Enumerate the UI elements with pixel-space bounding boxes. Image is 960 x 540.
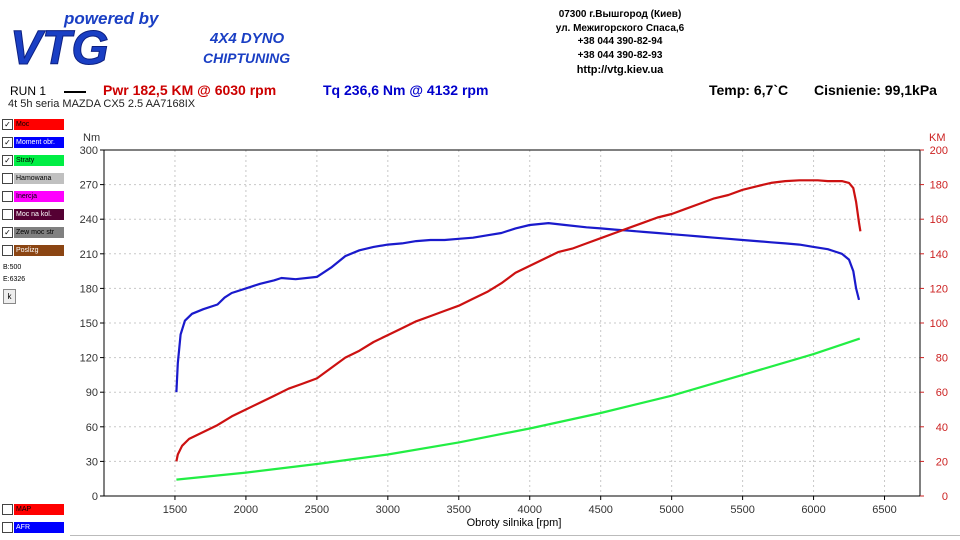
- logo-brand: VTG: [10, 22, 109, 75]
- y-axis-left: 0 30 60 90 120 150 180 210 240 270 300: [80, 145, 104, 503]
- logo-sub1: 4X4 DYNO: [209, 30, 285, 47]
- y-left-tick-label: 240: [80, 214, 98, 226]
- legend-item-afr[interactable]: AFR: [2, 522, 64, 534]
- x-tick-label: 2000: [234, 504, 258, 516]
- y-right-tick-label: 200: [930, 145, 948, 157]
- y-left-tick-label: 270: [80, 180, 98, 192]
- y-axis-right: 0 20 40 60 80 100 120 140 160 180 200: [920, 145, 948, 503]
- legend-checkbox[interactable]: [2, 209, 13, 220]
- y-right-tick-label: 160: [930, 214, 948, 226]
- contact-block: 07300 г.Вышгород (Киев) ул. Межигорского…: [500, 8, 740, 78]
- series-straty: [176, 337, 861, 481]
- legend-label: AFR: [14, 522, 64, 533]
- contact-url[interactable]: http://vtg.kiev.ua: [576, 64, 664, 76]
- x-tick-label: 3000: [376, 504, 400, 516]
- legend-item-straty[interactable]: ✓ Straty: [2, 155, 64, 167]
- y-right-tick-label: 80: [936, 353, 948, 365]
- legend-item-hamowana[interactable]: Hamowana: [2, 173, 64, 185]
- temperature-readout: Temp: 6,7`C: [709, 82, 789, 98]
- y-left-tick-label: 90: [86, 387, 98, 399]
- chart-grid: [104, 149, 920, 497]
- series-moment-obr: [175, 222, 861, 393]
- y-right-tick-label: 100: [930, 318, 948, 330]
- legend-item-poslizg[interactable]: Poslizg: [2, 245, 64, 257]
- legend-checkbox[interactable]: [2, 245, 13, 256]
- y-axis-left-unit: Nm: [83, 132, 100, 144]
- y-right-tick-label: 180: [930, 180, 948, 192]
- y-axis-right-unit: KM: [929, 132, 946, 144]
- legend-item-moment[interactable]: ✓ Moment obr.: [2, 137, 64, 149]
- legend-label: Hamowana: [14, 173, 64, 184]
- pressure-readout: Cisnienie: 99,1kPa: [814, 82, 937, 98]
- legend-item-zew-moc[interactable]: ✓ Zew moc str: [2, 227, 64, 239]
- legend-label: MAP: [14, 504, 64, 515]
- legend-label: Poslizg: [14, 245, 64, 256]
- run-label: RUN 1: [10, 84, 47, 98]
- x-tick-label: 1500: [163, 504, 187, 516]
- x-tick-label: 6000: [801, 504, 825, 516]
- x-tick-label: 2500: [305, 504, 329, 516]
- vtg-logo: powered by VTG 4X4 DYNO CHIPTUNING: [0, 0, 320, 80]
- y-right-tick-label: 40: [936, 422, 948, 434]
- y-left-tick-label: 120: [80, 353, 98, 365]
- y-left-tick-label: 150: [80, 318, 98, 330]
- legend-checkbox[interactable]: [2, 173, 13, 184]
- y-left-tick-label: 0: [92, 491, 98, 503]
- legend-label: Moc: [14, 119, 64, 130]
- contact-line: +38 044 390-82-94: [577, 36, 663, 47]
- run-line-sample: [64, 91, 86, 93]
- x-tick-label: 3500: [447, 504, 471, 516]
- legend-checkbox[interactable]: ✓: [2, 227, 13, 238]
- legend-checkbox[interactable]: ✓: [2, 137, 13, 148]
- legend-item-map[interactable]: MAP: [2, 504, 64, 516]
- legend-label: Zew moc str: [14, 227, 64, 238]
- y-right-tick-label: 140: [930, 249, 948, 261]
- y-left-tick-label: 180: [80, 283, 98, 295]
- power-readout: Pwr 182,5 KM @ 6030 rpm: [103, 82, 277, 98]
- legend-item-moc[interactable]: ✓ Moc: [2, 119, 64, 131]
- legend-label: Moment obr.: [14, 137, 64, 148]
- y-left-tick-label: 300: [80, 145, 98, 157]
- contact-line: 07300 г.Вышгород (Киев): [558, 9, 682, 20]
- legend-item-inercja[interactable]: Inercja: [2, 191, 64, 203]
- legend-item-moc-kol[interactable]: Moc na kol.: [2, 209, 64, 221]
- plot-frame: [103, 149, 921, 497]
- legend-checkbox[interactable]: ✓: [2, 155, 13, 166]
- legend-label: Straty: [14, 155, 64, 166]
- legend-checkbox[interactable]: [2, 191, 13, 202]
- x-axis: 1500 2000 2500 3000 3500 4000 4500 5000 5500 6000…: [163, 496, 897, 516]
- x-tick-label: 5000: [659, 504, 683, 516]
- marker-end: E:6326: [3, 276, 26, 283]
- torque-readout: Tq 236,6 Nm @ 4132 rpm: [323, 82, 489, 98]
- marker-begin: B:500: [3, 264, 22, 271]
- y-left-tick-label: 210: [80, 249, 98, 261]
- legend-label: Inercja: [14, 191, 64, 202]
- legend-checkbox[interactable]: [2, 522, 13, 533]
- y-right-tick-label: 60: [936, 387, 948, 399]
- x-tick-label: 5500: [730, 504, 754, 516]
- y-right-tick-label: 120: [930, 283, 948, 295]
- y-right-tick-label: 20: [936, 456, 948, 468]
- legend-checkbox[interactable]: ✓: [2, 119, 13, 130]
- x-tick-label: 4500: [588, 504, 612, 516]
- x-axis-label: Obroty silnika [rpm]: [467, 517, 562, 529]
- k-button[interactable]: k: [3, 289, 16, 304]
- y-left-tick-label: 60: [86, 422, 98, 434]
- chart-series: [175, 179, 862, 481]
- contact-line: +38 044 390-82-93: [577, 49, 663, 61]
- contact-line: ул. Межигорского Спаса,6: [555, 22, 685, 34]
- x-tick-label: 4000: [517, 504, 541, 516]
- legend-label: Moc na kol.: [14, 209, 64, 220]
- y-right-tick-label: 0: [942, 491, 948, 503]
- vehicle-info: 4t 5h seria MAZDA CX5 2.5 AA7168IX: [8, 98, 196, 110]
- bottom-divider: [70, 535, 960, 536]
- y-left-tick-label: 30: [86, 456, 98, 468]
- x-tick-label: 6500: [872, 504, 896, 516]
- logo-tagline: powered by: [63, 9, 160, 28]
- logo-sub2: CHIPTUNING: [203, 50, 290, 66]
- series-moc: [175, 179, 862, 462]
- legend-checkbox[interactable]: [2, 504, 13, 515]
